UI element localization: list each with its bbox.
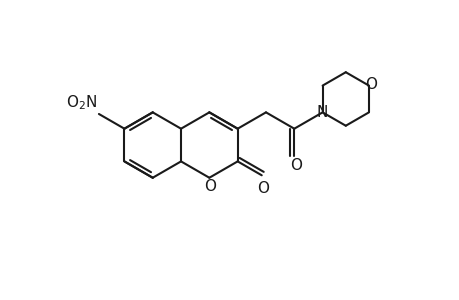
Text: N: N	[316, 105, 328, 120]
Text: O: O	[364, 77, 376, 92]
Text: O: O	[290, 158, 302, 173]
Text: O: O	[256, 181, 268, 196]
Text: O: O	[204, 179, 216, 194]
Text: O$_2$N: O$_2$N	[66, 93, 97, 112]
